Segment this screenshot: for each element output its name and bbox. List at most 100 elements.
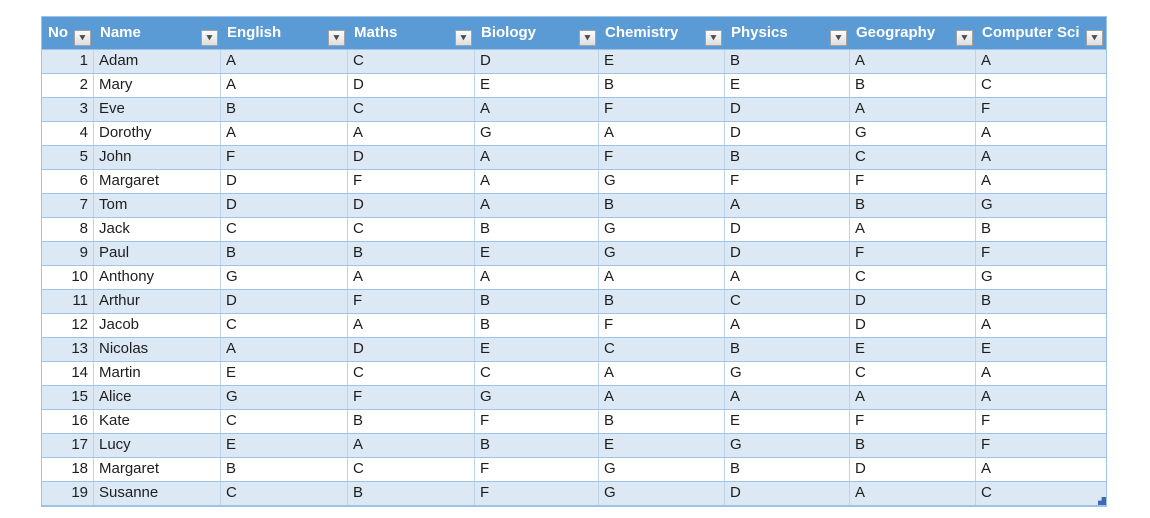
table-cell[interactable]: F	[725, 170, 850, 193]
table-cell[interactable]: F	[981, 100, 991, 117]
table-cell[interactable]: C	[850, 146, 976, 169]
table-cell[interactable]: C	[981, 76, 992, 93]
table-cell[interactable]: A	[599, 266, 725, 289]
table-cell[interactable]: Alice	[94, 386, 221, 409]
table-cell[interactable]: 18	[42, 458, 94, 481]
table-cell[interactable]: B	[981, 220, 992, 237]
table-cell[interactable]: Eve	[94, 98, 221, 121]
table-cell[interactable]: B	[725, 146, 850, 169]
table-cell[interactable]: C	[348, 50, 475, 73]
table-cell[interactable]: D	[725, 218, 850, 241]
table-cell[interactable]: A	[725, 194, 850, 217]
table-cell[interactable]: D	[475, 50, 599, 73]
table-cell[interactable]: A	[981, 316, 992, 333]
table-cell[interactable]: A	[348, 314, 475, 337]
column-header-biology[interactable]: Biology ▼	[475, 17, 599, 49]
table-cell[interactable]: Margaret	[94, 170, 221, 193]
table-cell[interactable]: A	[475, 98, 599, 121]
table-cell[interactable]: F	[599, 314, 725, 337]
table-cell[interactable]: A	[348, 266, 475, 289]
table-cell[interactable]: A	[475, 170, 599, 193]
table-cell[interactable]: F	[850, 170, 976, 193]
table-cell[interactable]: Tom	[94, 194, 221, 217]
table-cell[interactable]: B	[348, 482, 475, 505]
table-cell[interactable]: A	[981, 460, 992, 477]
table-cell[interactable]: B	[475, 434, 599, 457]
table-cell[interactable]: B	[599, 74, 725, 97]
table-cell[interactable]: C	[221, 410, 348, 433]
table-cell[interactable]: B	[599, 290, 725, 313]
column-header-geography[interactable]: Geography ▼	[850, 17, 976, 49]
table-cell[interactable]: 13	[42, 338, 94, 361]
table-cell[interactable]: D	[221, 194, 348, 217]
table-cell[interactable]: F	[981, 436, 991, 453]
table-cell[interactable]: A	[850, 386, 976, 409]
table-cell[interactable]: 6	[42, 170, 94, 193]
table-cell[interactable]: A	[221, 50, 348, 73]
column-header-chemistry[interactable]: Chemistry ▼	[599, 17, 725, 49]
table-cell[interactable]: D	[725, 98, 850, 121]
table-cell[interactable]: F	[850, 242, 976, 265]
table-cell[interactable]: E	[725, 410, 850, 433]
table-cell[interactable]: A	[348, 434, 475, 457]
table-cell[interactable]: B	[348, 242, 475, 265]
table-cell[interactable]: D	[725, 242, 850, 265]
table-cell[interactable]: 9	[42, 242, 94, 265]
table-cell[interactable]: B	[221, 242, 348, 265]
table-cell[interactable]: F	[475, 410, 599, 433]
table-cell[interactable]: B	[475, 290, 599, 313]
table-cell[interactable]: A	[599, 122, 725, 145]
table-cell[interactable]: 4	[42, 122, 94, 145]
table-cell[interactable]: G	[599, 218, 725, 241]
table-cell[interactable]: A	[850, 218, 976, 241]
column-header-no[interactable]: No ▼	[42, 17, 94, 49]
table-cell[interactable]: D	[850, 458, 976, 481]
table-cell[interactable]: G	[599, 458, 725, 481]
table-cell[interactable]: C	[221, 482, 348, 505]
table-cell[interactable]: A	[981, 124, 992, 141]
table-cell[interactable]: D	[850, 290, 976, 313]
table-cell[interactable]: E	[475, 242, 599, 265]
table-cell[interactable]: C	[981, 484, 992, 501]
table-resize-handle[interactable]	[1098, 497, 1106, 505]
table-cell[interactable]: B	[850, 194, 976, 217]
table-cell[interactable]: A	[599, 386, 725, 409]
table-cell[interactable]: Susanne	[94, 482, 221, 505]
table-cell[interactable]: G	[221, 386, 348, 409]
table-cell[interactable]: D	[221, 290, 348, 313]
table-cell[interactable]: B	[221, 98, 348, 121]
table-cell[interactable]: A	[475, 266, 599, 289]
table-cell[interactable]: E	[221, 362, 348, 385]
table-cell[interactable]: C	[599, 338, 725, 361]
table-cell[interactable]: G	[725, 362, 850, 385]
table-cell[interactable]: B	[725, 458, 850, 481]
table-cell[interactable]: E	[599, 434, 725, 457]
table-cell[interactable]: A	[221, 338, 348, 361]
table-cell[interactable]: F	[348, 290, 475, 313]
table-cell[interactable]: A	[475, 194, 599, 217]
table-cell[interactable]: E	[475, 338, 599, 361]
table-cell[interactable]: F	[981, 244, 991, 261]
filter-dropdown-button[interactable]: ▼	[579, 30, 596, 46]
table-cell[interactable]: A	[981, 148, 992, 165]
table-cell[interactable]: D	[348, 74, 475, 97]
table-cell[interactable]: G	[981, 268, 993, 285]
table-cell[interactable]: E	[981, 340, 992, 357]
table-cell[interactable]: Adam	[94, 50, 221, 73]
table-cell[interactable]: 5	[42, 146, 94, 169]
table-cell[interactable]: 8	[42, 218, 94, 241]
table-cell[interactable]: A	[725, 266, 850, 289]
table-cell[interactable]: G	[599, 170, 725, 193]
table-cell[interactable]: A	[850, 98, 976, 121]
column-header-physics[interactable]: Physics ▼	[725, 17, 850, 49]
table-cell[interactable]: E	[221, 434, 348, 457]
table-cell[interactable]: A	[981, 364, 992, 381]
table-cell[interactable]: Kate	[94, 410, 221, 433]
table-cell[interactable]: 10	[42, 266, 94, 289]
table-cell[interactable]: Anthony	[94, 266, 221, 289]
column-header-maths[interactable]: Maths ▼	[348, 17, 475, 49]
table-cell[interactable]: A	[725, 386, 850, 409]
table-cell[interactable]: B	[725, 338, 850, 361]
table-cell[interactable]: B	[599, 194, 725, 217]
table-cell[interactable]: A	[981, 52, 992, 69]
